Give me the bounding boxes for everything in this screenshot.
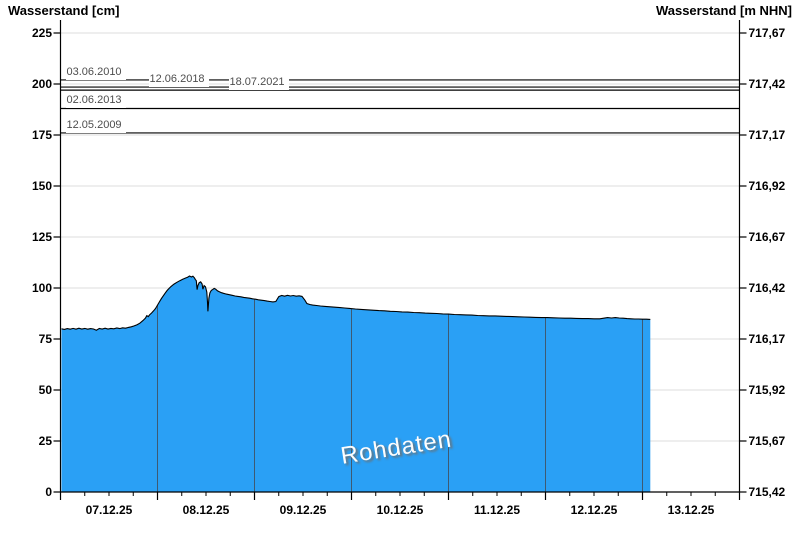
left-axis-tick-label: 175 (31, 128, 52, 142)
right-axis-tick-label: 716,17 (748, 332, 786, 346)
right-axis-tick-label: 717,42 (748, 77, 786, 91)
x-axis-day-label: 12.12.25 (570, 503, 618, 517)
x-axis-day-label: 10.12.25 (376, 503, 424, 517)
reference-line-label: 12.05.2009 (65, 118, 126, 133)
water-level-area (61, 276, 651, 492)
left-axis-title: Wasserstand [cm] (8, 3, 120, 18)
right-axis-tick-label: 716,42 (748, 281, 786, 295)
x-axis-day-label: 08.12.25 (182, 503, 230, 517)
x-axis-day-label: 13.12.25 (667, 503, 715, 517)
right-axis-tick-label: 715,42 (748, 485, 786, 499)
water-level-curve (61, 275, 651, 331)
right-axis-tick-label: 716,92 (748, 179, 786, 193)
left-axis-tick-label: 75 (38, 332, 52, 346)
left-axis-tick-label: 100 (31, 281, 52, 295)
left-axis-tick-label: 125 (31, 230, 52, 244)
left-axis-tick-label: 50 (38, 383, 52, 397)
left-axis-tick-label: 150 (31, 179, 52, 193)
left-axis-tick-label: 25 (38, 434, 52, 448)
reference-line-label: 12.06.2018 (148, 73, 209, 88)
right-axis-tick-label: 717,17 (748, 128, 786, 142)
reference-line-label: 02.06.2013 (65, 94, 126, 109)
right-axis-tick-label: 715,67 (748, 434, 786, 448)
reference-line-label: 18.07.2021 (228, 76, 289, 91)
x-axis-day-label: 11.12.25 (473, 503, 521, 517)
x-axis-day-label: 09.12.25 (279, 503, 327, 517)
right-axis-tick-label: 716,67 (748, 230, 786, 244)
x-axis-day-label: 07.12.25 (85, 503, 133, 517)
right-axis-tick-label: 715,92 (748, 383, 786, 397)
reference-line-label: 03.06.2010 (65, 65, 126, 80)
left-axis-tick-label: 0 (45, 485, 52, 499)
left-axis-tick-label: 225 (31, 26, 52, 40)
right-axis-tick-label: 717,67 (748, 26, 786, 40)
right-axis-title: Wasserstand [m NHN] (655, 3, 792, 18)
left-axis-tick-label: 200 (31, 77, 52, 91)
